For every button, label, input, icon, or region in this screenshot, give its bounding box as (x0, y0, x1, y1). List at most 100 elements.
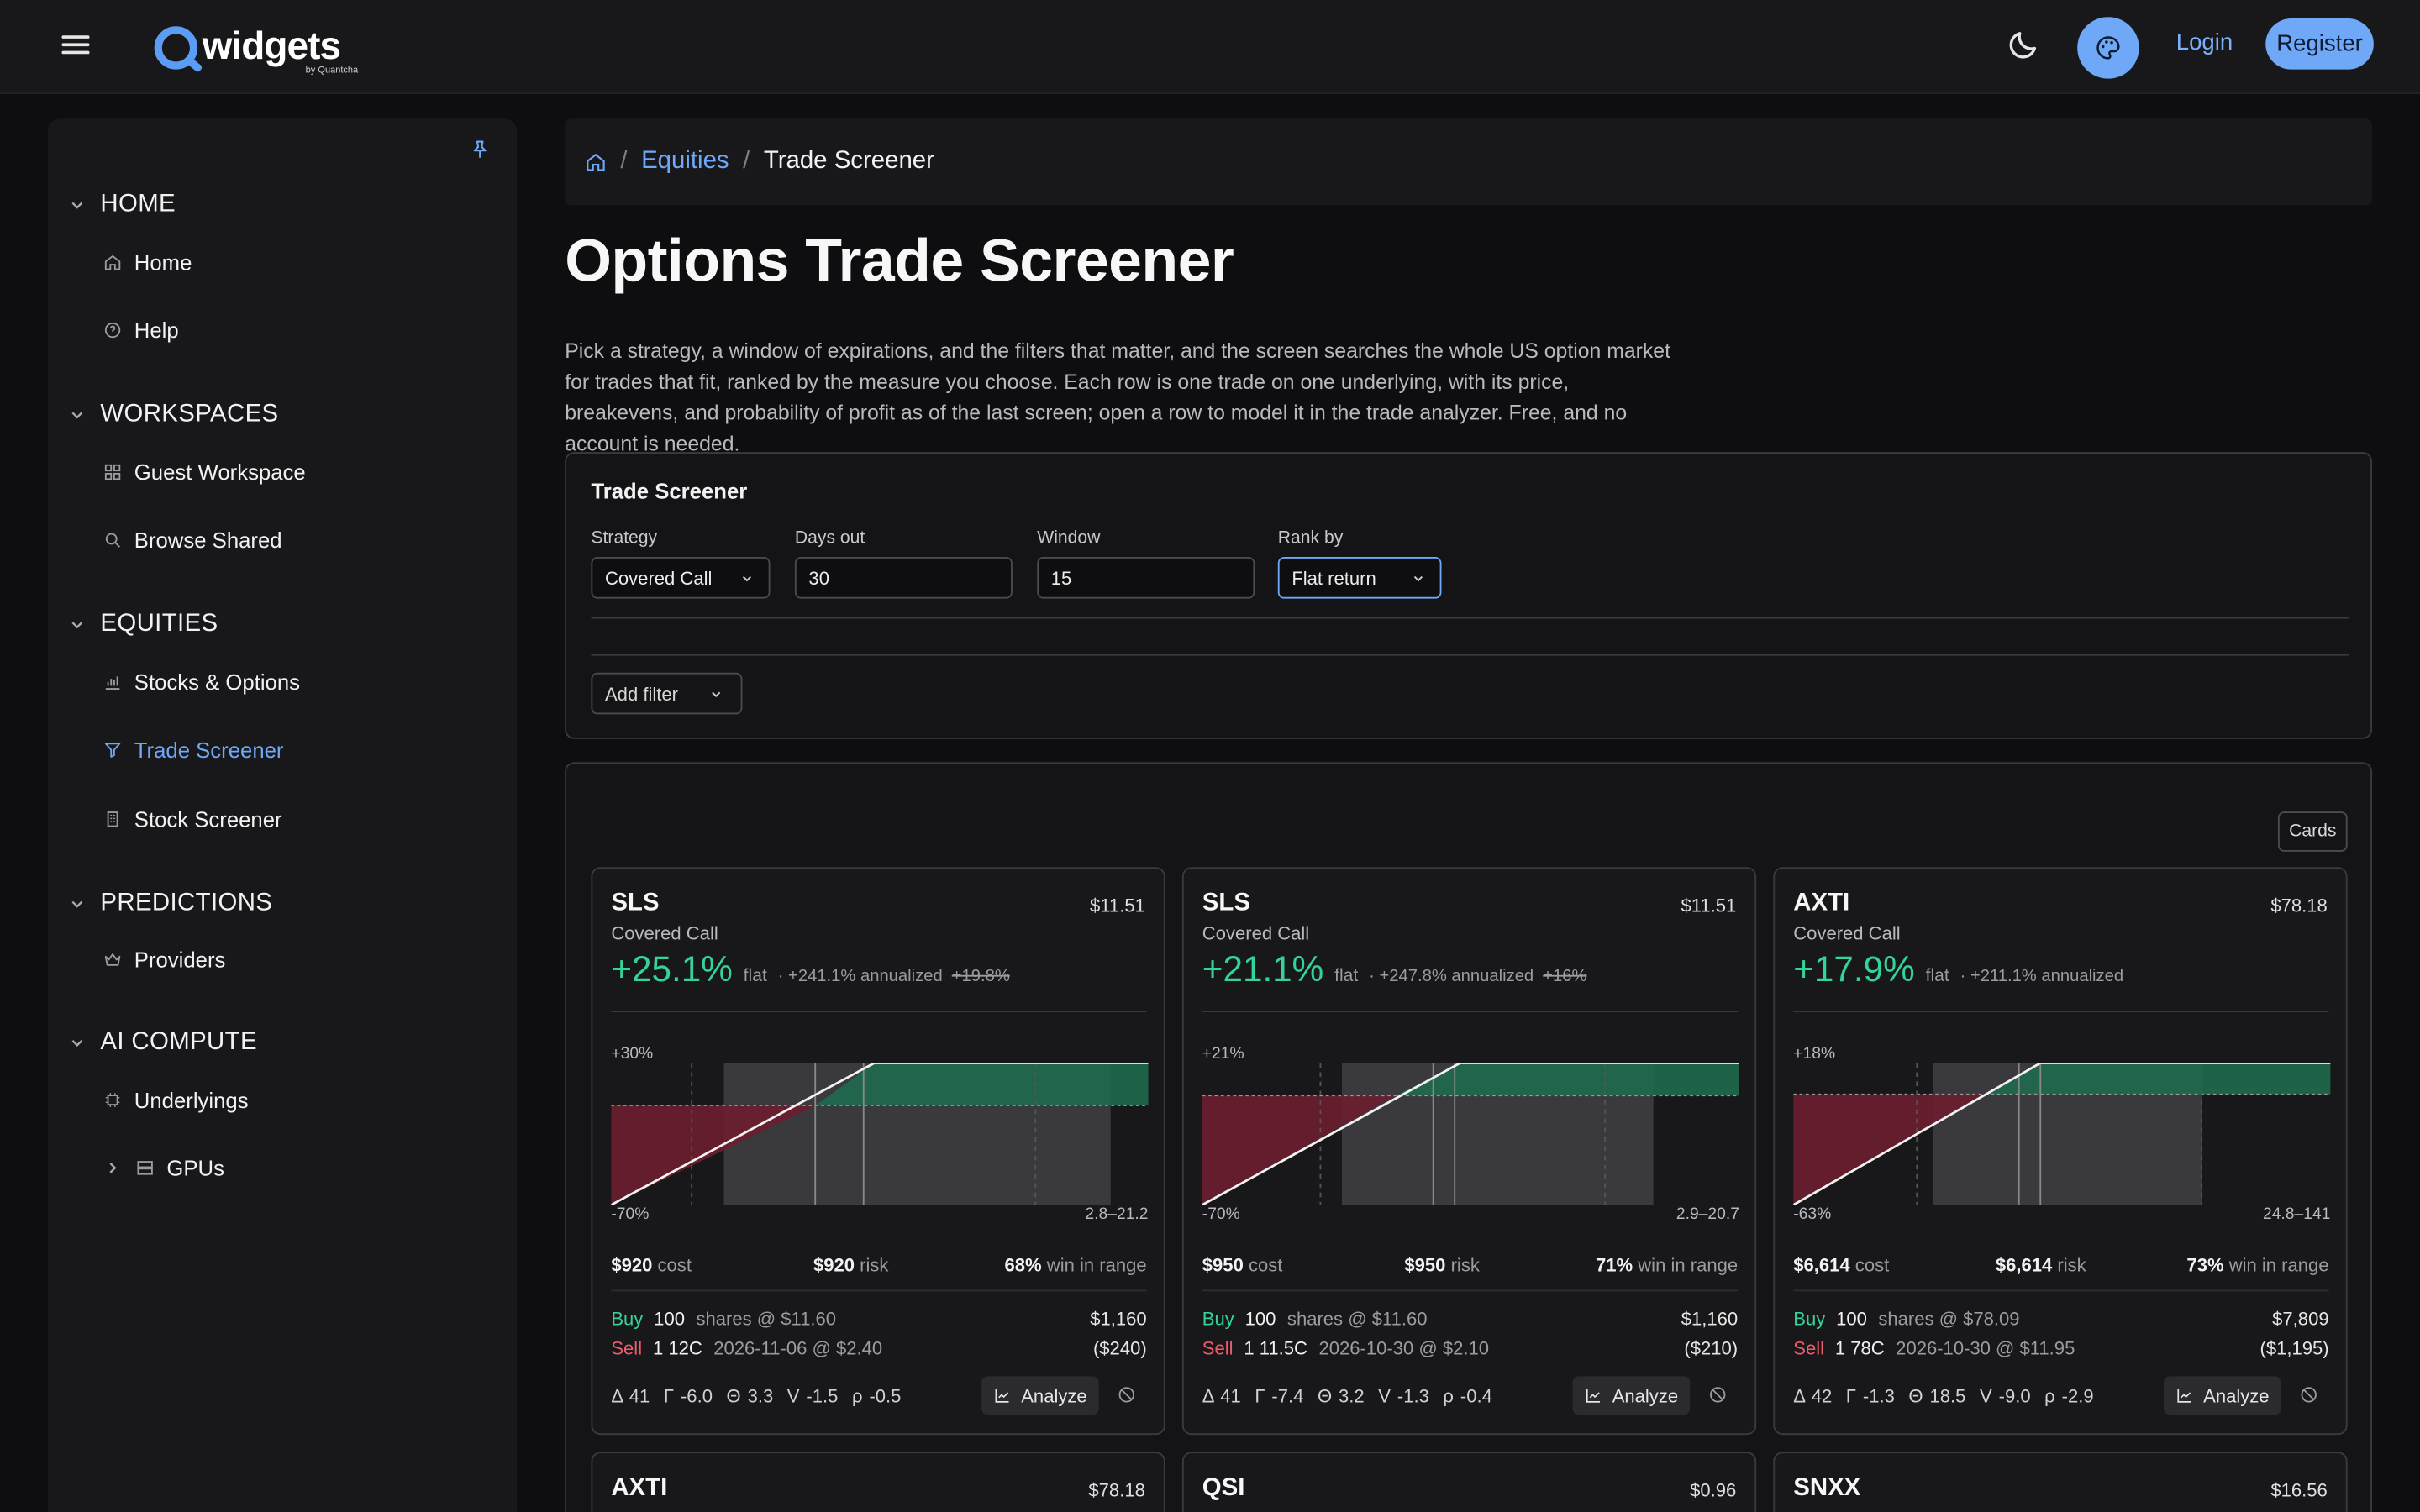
strategy-value: Covered Call (604, 566, 713, 589)
sidebar-item-help[interactable]: Help (102, 318, 179, 343)
help-icon (102, 320, 122, 340)
risk-label: risk (860, 1254, 889, 1276)
menu-icon[interactable] (61, 31, 90, 59)
palette-icon (2096, 36, 2120, 60)
logo[interactable]: widgets by Quantcha (154, 22, 358, 76)
sidebar-item-home[interactable]: Home (102, 250, 192, 275)
grid-icon (102, 462, 122, 482)
divider (1793, 1289, 2329, 1292)
greek-value: Δ 42 (1793, 1385, 1833, 1408)
card-strategy: Covered Call (1202, 922, 1310, 945)
breadcrumb-equities-link[interactable]: Equities (641, 148, 729, 175)
pin-icon[interactable] (469, 139, 493, 163)
crown-icon (102, 949, 122, 969)
analyze-label: Analyze (2203, 1384, 2270, 1407)
chevron-right-icon (109, 1163, 117, 1173)
result-card[interactable]: SLS $11.51 Covered Call +21.1% flat · +2… (1181, 867, 1757, 1436)
cost-value: $6,614 (1793, 1254, 1850, 1276)
leg-row: Buy 100 shares @ $78.09 $7,809 (1793, 1309, 2328, 1331)
leg-action: Sell (611, 1337, 643, 1360)
card-symbol: AXTI (1793, 890, 1850, 916)
sidebar-section-equities[interactable]: EQUITIES (70, 611, 218, 638)
sidebar-item-label: Help (134, 318, 179, 343)
breadcrumb: / Equities / Trade Screener (565, 118, 2373, 206)
greek-value: Θ 18.5 (1908, 1385, 1966, 1408)
sidebar-item-label: Stock Screener (134, 806, 282, 832)
page-intro: Pick a strategy, a window of expirations… (565, 339, 1670, 455)
greeks: Δ 42 Γ -1.3 Θ 18.5 V -9.0 ρ -2.9 (1793, 1385, 2107, 1407)
divider (1793, 1011, 2329, 1012)
leg-amount: ($210) (1684, 1337, 1739, 1360)
sidebar-item-browse-shared[interactable]: Browse Shared (102, 528, 282, 553)
login-link[interactable]: Login (2175, 29, 2233, 56)
hide-icon[interactable] (1118, 1385, 1136, 1404)
leg-amount: $1,160 (1681, 1308, 1739, 1331)
analyze-button[interactable]: Analyze (1572, 1376, 1691, 1415)
server-icon (134, 1158, 155, 1178)
window-value: 15 (1050, 566, 1072, 589)
line-chart-icon (2176, 1389, 2191, 1403)
result-card[interactable]: AXTI $78.18 (591, 1452, 1165, 1512)
payoff-chart-svg (1202, 1063, 1739, 1205)
divider (591, 654, 2349, 656)
cost-value: $920 (611, 1254, 653, 1276)
sidebar-section-ai-compute[interactable]: AI COMPUTE (70, 1029, 257, 1057)
risk-value: $920 (813, 1254, 855, 1276)
sidebar-item-stocks-options[interactable]: Stocks & Options (102, 669, 300, 695)
chart-range-label: 24.8–141 (2262, 1205, 2331, 1224)
analyze-button[interactable]: Analyze (2164, 1376, 2281, 1415)
sidebar-section-workspaces[interactable]: WORKSPACES (70, 402, 279, 429)
strategy-select[interactable]: Covered Call (591, 557, 771, 599)
payoff-line (1793, 1063, 2331, 1205)
annualized-return: · +247.8% annualized (1369, 967, 1534, 986)
greek-value: V -1.3 (1378, 1385, 1429, 1408)
card-strategy: Covered Call (1793, 922, 1901, 945)
analyze-button[interactable]: Analyze (981, 1376, 1099, 1415)
hide-icon[interactable] (1708, 1385, 1727, 1404)
sidebar-item-guest-workspace[interactable]: Guest Workspace (102, 459, 306, 485)
leg-action: Sell (1202, 1337, 1234, 1360)
result-card[interactable]: AXTI $78.18 Covered Call +17.9% flat · +… (1773, 867, 2348, 1436)
days-out-input[interactable]: 30 (794, 557, 1013, 599)
register-button[interactable]: Register (2265, 18, 2374, 70)
result-card[interactable]: SLS $11.51 Covered Call +25.1% flat · +2… (591, 867, 1165, 1436)
sidebar-item-stock-screener[interactable]: Stock Screener (102, 806, 282, 832)
chevron-down-icon (71, 202, 83, 209)
result-card[interactable]: SNXX $16.56 (1773, 1452, 2348, 1512)
palette-button[interactable] (2077, 17, 2139, 79)
cost-value: $950 (1202, 1254, 1244, 1276)
top-bar: widgets by Quantcha Login Register (0, 0, 2420, 95)
greek-value: Θ 3.2 (1317, 1385, 1365, 1408)
window-input[interactable]: 15 (1037, 557, 1255, 599)
sidebar-item-underlyings[interactable]: Underlyings (102, 1087, 249, 1113)
sidebar-item-label: Underlyings (134, 1087, 249, 1113)
flat-label: flat (1334, 967, 1359, 986)
card-return: +17.9% flat · +211.1% annualized (1793, 949, 2123, 991)
building-icon (102, 809, 122, 829)
card-return: +25.1% flat · +241.1% annualized +19.8% (611, 949, 1009, 991)
greek-value: ρ -2.9 (2044, 1385, 2094, 1408)
payoff-line (1202, 1063, 1739, 1205)
rank-by-select[interactable]: Flat return (1277, 557, 1442, 599)
previous-return: +19.8% (951, 967, 1010, 986)
leg-row: Sell 1 78C 2026-10-30 @ $11.95 ($1,195) (1793, 1337, 2328, 1359)
profit-area (1395, 1063, 1739, 1096)
sidebar-item-providers[interactable]: Providers (102, 948, 225, 972)
sidebar-section-home[interactable]: HOME (70, 192, 176, 219)
add-filter-button[interactable]: Add filter (591, 672, 743, 715)
payoff-chart: +21% -70% 2.9–20.7 (1202, 1044, 1739, 1229)
sidebar-item-gpus[interactable]: GPUs (105, 1156, 224, 1180)
hide-icon[interactable] (2300, 1385, 2318, 1404)
section-label: EQUITIES (100, 611, 218, 638)
result-card[interactable]: QSI $0.96 (1181, 1452, 1757, 1512)
sidebar-section-predictions[interactable]: PREDICTIONS (70, 890, 273, 918)
leg-desc: shares @ $11.60 (696, 1308, 837, 1331)
sidebar-item-trade-screener[interactable]: Trade Screener (102, 738, 283, 762)
chart-max-label: +30% (611, 1044, 654, 1063)
leg-row: Buy 100 shares @ $11.60 $1,160 (611, 1309, 1146, 1331)
view-toggle-button[interactable]: Cards (2277, 811, 2348, 852)
card-price: $11.51 (1090, 895, 1145, 916)
moon-icon[interactable] (2007, 28, 2044, 65)
home-icon[interactable] (585, 151, 607, 173)
greek-value: Δ 41 (1202, 1385, 1241, 1408)
